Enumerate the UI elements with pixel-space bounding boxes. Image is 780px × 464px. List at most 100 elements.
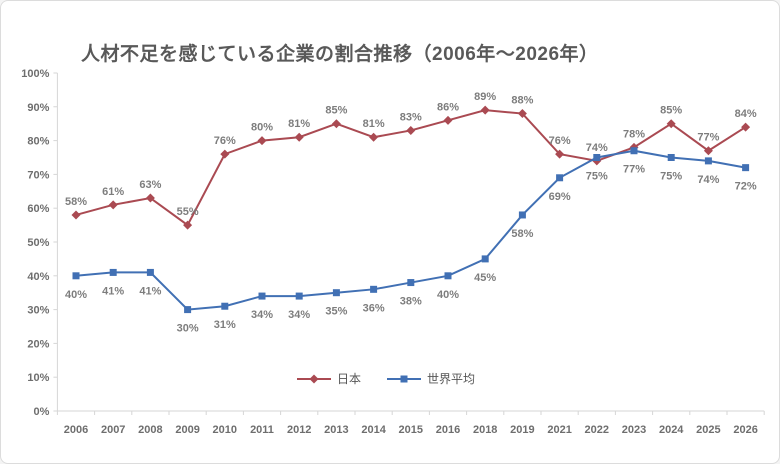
data-point-marker xyxy=(183,220,193,230)
data-label: 34% xyxy=(288,309,310,321)
data-point-marker xyxy=(593,154,601,161)
data-label: 58% xyxy=(511,228,533,240)
data-label: 58% xyxy=(65,196,87,208)
x-axis-tick-label: 2018 xyxy=(473,424,497,436)
data-point-marker xyxy=(480,105,490,115)
y-axis-tick-label: 30% xyxy=(27,305,49,317)
data-point-marker xyxy=(258,292,266,300)
data-label: 61% xyxy=(102,186,124,198)
y-axis-tick-label: 40% xyxy=(27,271,49,283)
data-point-marker xyxy=(294,132,304,142)
data-label: 35% xyxy=(325,306,347,318)
x-axis-tick-label: 2006 xyxy=(64,424,88,436)
data-label: 40% xyxy=(65,289,87,301)
data-label: 34% xyxy=(251,309,273,321)
data-label: 81% xyxy=(363,118,385,130)
data-point-marker xyxy=(517,109,527,119)
data-label: 31% xyxy=(214,319,236,331)
data-label: 88% xyxy=(511,95,533,107)
data-label: 76% xyxy=(214,135,236,147)
data-point-marker xyxy=(108,200,118,210)
data-point-marker xyxy=(369,132,379,142)
data-label: 81% xyxy=(288,118,310,130)
data-label: 55% xyxy=(177,206,199,218)
data-label: 69% xyxy=(549,191,571,203)
data-label: 76% xyxy=(549,135,571,147)
data-point-marker xyxy=(72,272,80,280)
data-label: 45% xyxy=(474,272,496,284)
y-axis-tick-label: 80% xyxy=(27,136,49,148)
y-axis-tick-label: 100% xyxy=(21,68,49,80)
japan-series-marker-icon xyxy=(297,374,331,383)
x-axis-tick-label: 2007 xyxy=(101,424,125,436)
data-point-marker xyxy=(370,285,378,293)
data-point-marker xyxy=(221,302,229,310)
data-point-marker xyxy=(630,147,638,155)
y-axis-tick-label: 50% xyxy=(27,237,49,249)
data-point-marker xyxy=(481,255,489,263)
y-axis-tick-label: 70% xyxy=(27,169,49,181)
data-label: 36% xyxy=(363,302,385,314)
legend-item-world-average: 世界平均 xyxy=(387,370,475,387)
legend-item-japan: 日本 xyxy=(297,370,361,387)
data-point-marker xyxy=(184,306,192,314)
legend-label-japan: 日本 xyxy=(337,372,362,386)
x-axis-tick-label: 2010 xyxy=(213,424,237,436)
x-axis-tick-label: 2022 xyxy=(585,424,609,436)
data-label: 77% xyxy=(623,164,645,176)
y-axis-tick-label: 20% xyxy=(27,338,49,350)
data-label: 83% xyxy=(400,111,422,123)
data-label: 85% xyxy=(660,105,682,117)
data-label: 74% xyxy=(586,142,608,154)
x-axis-tick-label: 2024 xyxy=(659,424,684,436)
y-axis-tick-label: 10% xyxy=(27,372,49,384)
x-axis-tick-label: 2025 xyxy=(696,424,720,436)
data-label: 63% xyxy=(139,179,161,191)
x-axis-tick-label: 2015 xyxy=(399,424,423,436)
data-label: 40% xyxy=(437,289,459,301)
data-point-marker xyxy=(703,146,713,156)
x-axis-tick-label: 2026 xyxy=(733,424,757,436)
x-axis-tick-label: 2009 xyxy=(175,424,199,436)
data-point-marker xyxy=(704,157,712,165)
x-axis-tick-label: 2021 xyxy=(547,424,571,436)
data-point-marker xyxy=(666,119,676,129)
x-axis-tick-label: 2023 xyxy=(622,424,646,436)
data-label: 80% xyxy=(251,122,273,134)
data-label: 78% xyxy=(623,128,645,140)
x-axis-tick-label: 2012 xyxy=(287,424,311,436)
data-point-marker xyxy=(71,210,81,220)
data-point-marker xyxy=(257,136,267,146)
data-point-marker xyxy=(444,272,452,280)
data-point-marker xyxy=(667,154,675,161)
x-axis-tick-label: 2008 xyxy=(138,424,162,436)
y-axis-tick-label: 90% xyxy=(27,102,49,114)
data-point-marker xyxy=(332,289,340,297)
y-axis-tick-label: 60% xyxy=(27,203,49,215)
data-label: 38% xyxy=(400,296,422,308)
x-axis-tick-label: 2019 xyxy=(510,424,534,436)
y-axis-tick-label: 0% xyxy=(33,406,49,418)
data-point-marker xyxy=(407,279,415,287)
data-label: 77% xyxy=(697,132,719,144)
world-average-series-marker-icon xyxy=(387,375,422,382)
data-point-marker xyxy=(146,268,154,276)
x-axis-tick-label: 2014 xyxy=(361,424,386,436)
data-point-marker xyxy=(443,115,453,125)
chart-legend: 日本 世界平均 xyxy=(297,370,475,387)
data-point-marker xyxy=(518,211,526,219)
data-label: 75% xyxy=(660,171,682,183)
data-point-marker xyxy=(556,174,564,182)
data-point-marker xyxy=(109,268,117,276)
data-point-marker xyxy=(741,122,751,132)
data-label: 84% xyxy=(735,108,757,120)
x-axis-tick-label: 2011 xyxy=(250,424,274,436)
data-point-marker xyxy=(406,125,416,135)
data-point-marker xyxy=(220,149,230,159)
data-point-marker xyxy=(145,193,155,203)
x-axis-tick-label: 2013 xyxy=(324,424,348,436)
data-point-marker xyxy=(331,119,341,129)
data-label: 89% xyxy=(474,91,496,103)
data-point-marker xyxy=(295,292,303,300)
